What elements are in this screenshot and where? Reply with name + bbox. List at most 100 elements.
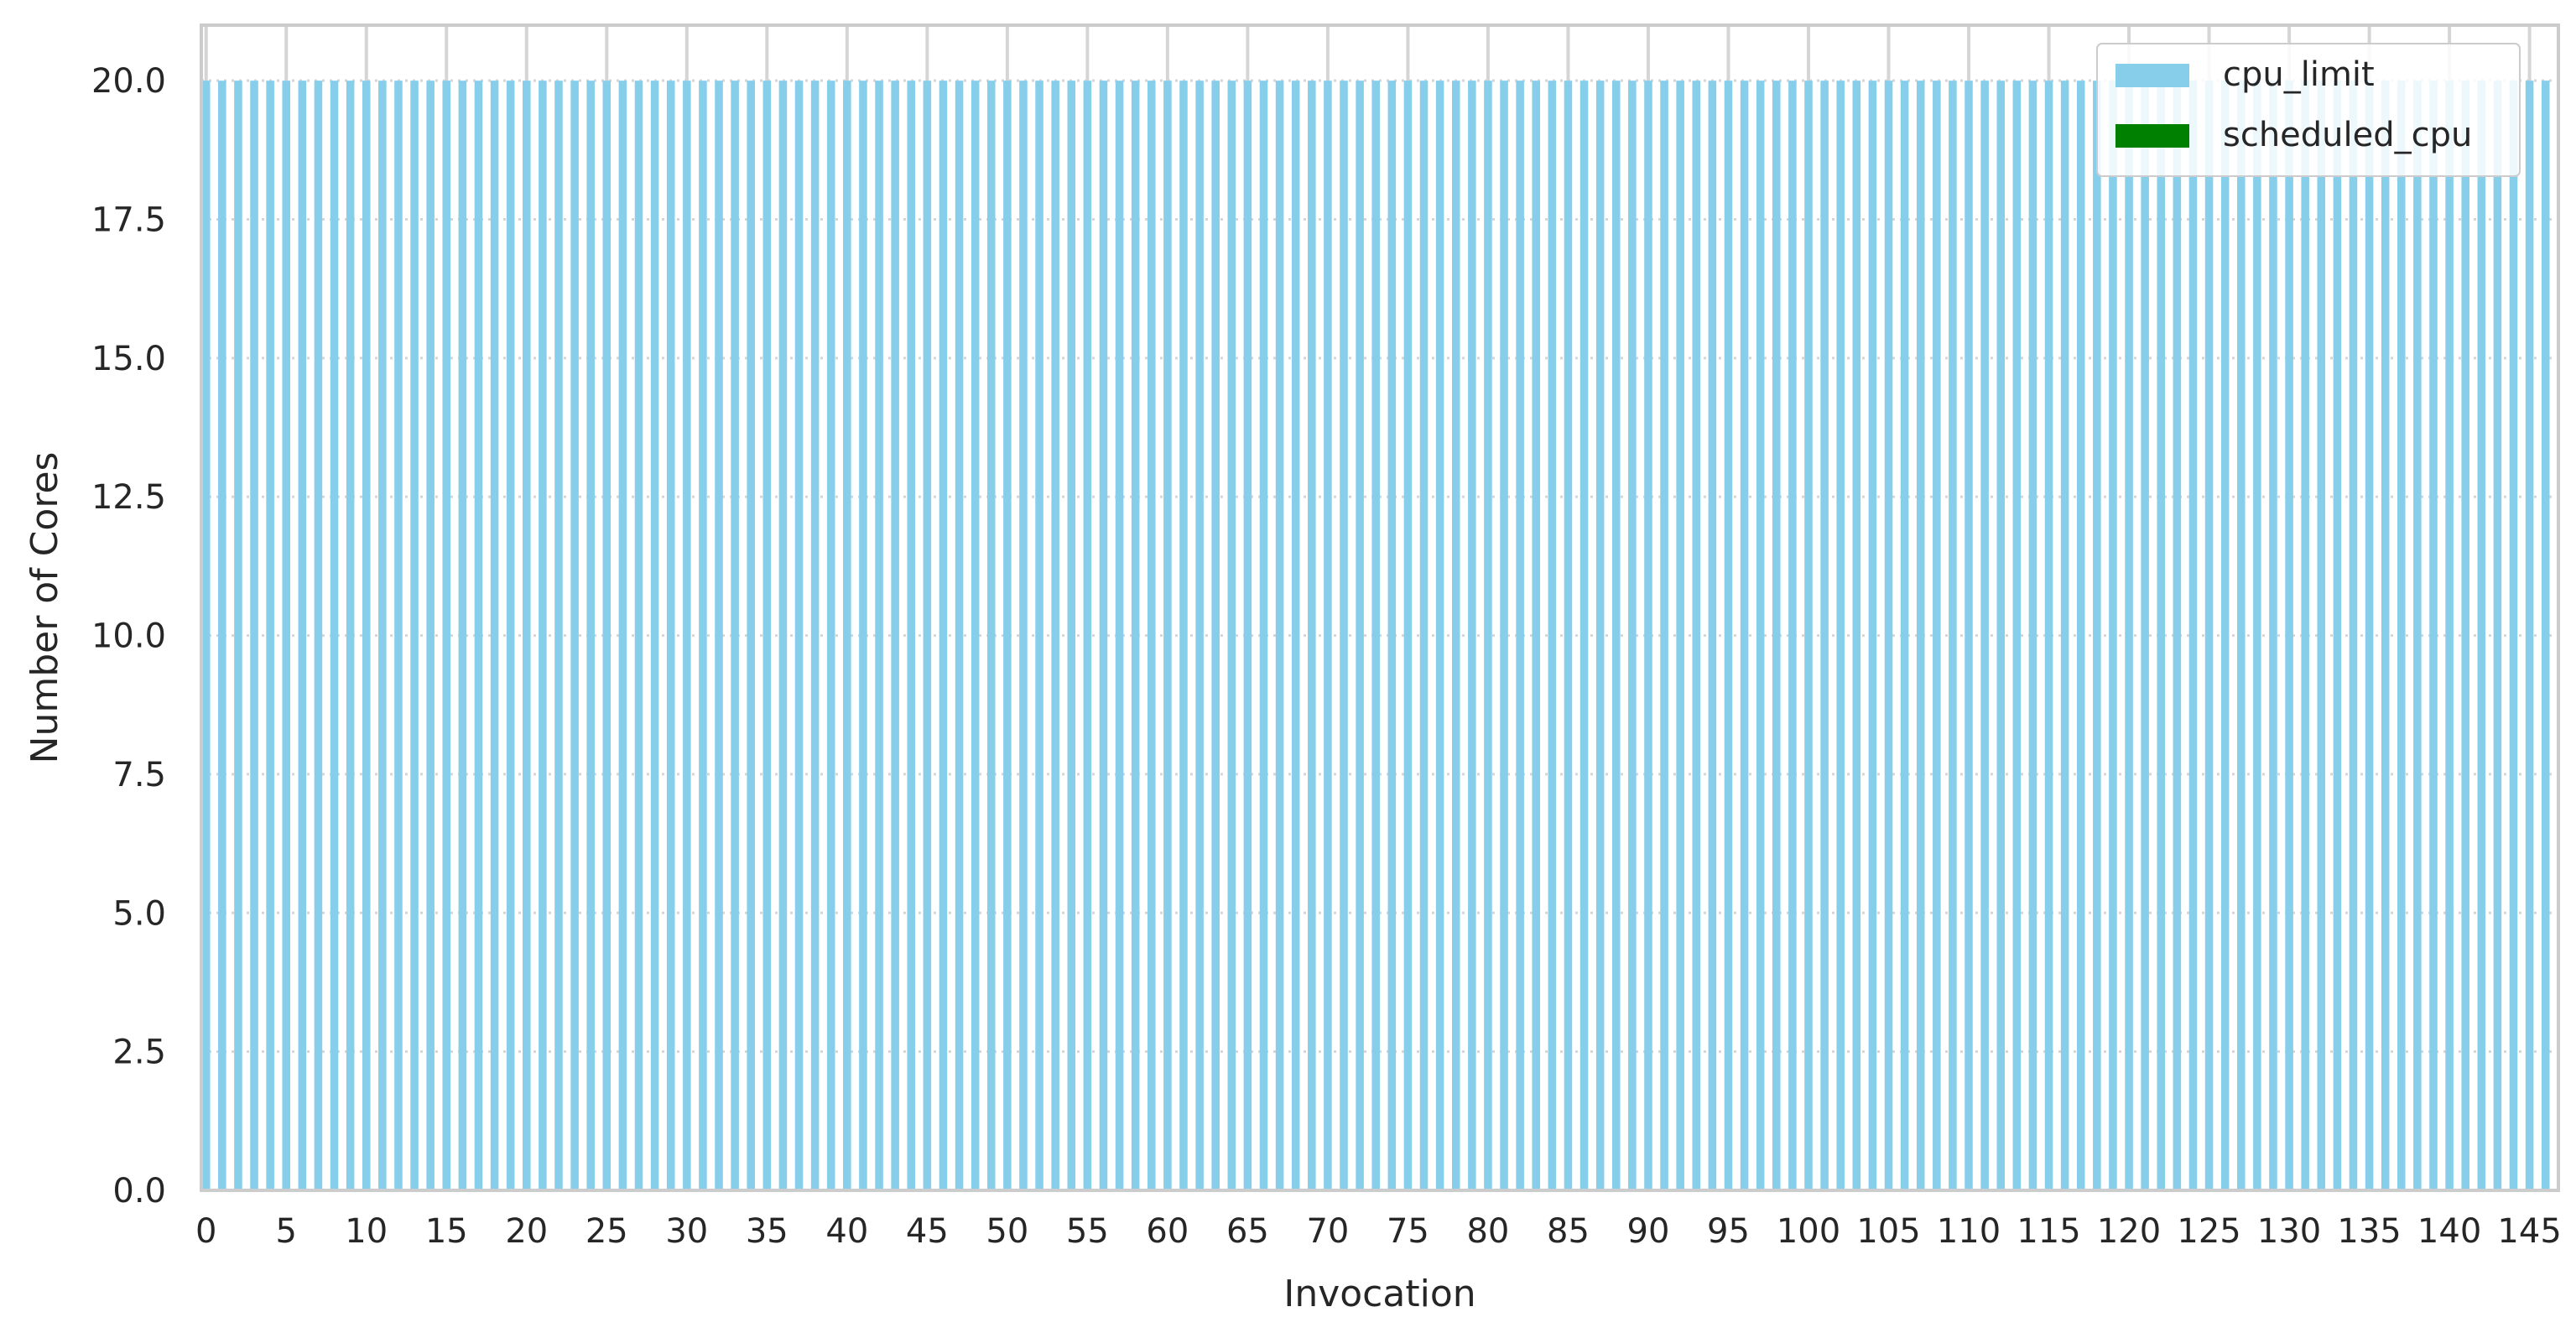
legend-box — [2096, 43, 2521, 177]
x-tick-label: 85 — [1547, 1212, 1590, 1251]
bar-cpu-limit — [1259, 81, 1268, 1191]
bar-cpu-limit — [586, 81, 595, 1191]
bar-cpu-limit — [410, 81, 419, 1191]
bar-cpu-limit — [1275, 81, 1284, 1191]
bar-cpu-limit — [1708, 81, 1717, 1191]
bar-cpu-limit — [1051, 81, 1059, 1191]
bar-cpu-limit — [2076, 81, 2085, 1191]
bar-cpu-limit — [794, 81, 804, 1191]
bar-cpu-limit — [298, 81, 307, 1191]
bar-cpu-limit — [1933, 81, 1941, 1191]
bar-cpu-limit — [442, 81, 451, 1191]
bar-cpu-limit — [1660, 81, 1668, 1191]
x-tick-label: 5 — [276, 1212, 297, 1251]
bar-cpu-limit — [1788, 81, 1797, 1191]
bar-cpu-limit — [378, 81, 387, 1191]
bar-cpu-limit — [955, 81, 964, 1191]
bar-cpu-limit — [201, 81, 211, 1191]
bar-cpu-limit — [1435, 81, 1444, 1191]
bar-cpu-limit — [1099, 81, 1108, 1191]
bar-cpu-limit — [1067, 81, 1076, 1191]
x-tick-label: 100 — [1777, 1212, 1840, 1251]
bar-cpu-limit — [1949, 81, 1957, 1191]
bar-cpu-limit — [1996, 81, 2006, 1191]
x-tick-label: 30 — [665, 1212, 708, 1251]
x-tick-label: 10 — [345, 1212, 388, 1251]
bar-cpu-limit — [2317, 81, 2326, 1191]
bar-cpu-limit — [1195, 81, 1204, 1191]
x-tick-label: 120 — [2097, 1212, 2161, 1251]
bar-cpu-limit — [1308, 81, 1316, 1191]
bar-cpu-limit — [1468, 81, 1476, 1191]
bar-cpu-limit — [650, 81, 659, 1191]
bar-cpu-limit — [843, 81, 851, 1191]
y-tick-label: 12.5 — [91, 478, 166, 517]
bar-cpu-limit — [1628, 81, 1637, 1191]
bar-cpu-limit — [1852, 81, 1861, 1191]
bar-cpu-limit — [2461, 81, 2469, 1191]
bar-cpu-limit — [891, 81, 899, 1191]
bar-cpu-limit — [266, 81, 274, 1191]
bar-cpu-limit — [2541, 81, 2550, 1191]
bar-cpu-limit — [1291, 81, 1300, 1191]
x-tick-label: 25 — [585, 1212, 628, 1251]
x-tick-label: 60 — [1146, 1212, 1189, 1251]
bar-cpu-limit — [1179, 81, 1188, 1191]
bar-cpu-limit — [1227, 81, 1236, 1191]
bar-cpu-limit — [2477, 81, 2486, 1191]
y-tick-label: 17.5 — [91, 201, 166, 240]
x-tick-label: 95 — [1707, 1212, 1750, 1251]
bar-cpu-limit — [939, 81, 948, 1191]
legend-label-scheduled-cpu: scheduled_cpu — [2223, 116, 2472, 154]
bar-cpu-limit — [362, 81, 371, 1191]
bar-cpu-limit — [1035, 81, 1043, 1191]
bar-cpu-limit — [1868, 81, 1877, 1191]
legend-swatch-cpu-limit — [2115, 64, 2189, 87]
y-tick-label: 5.0 — [112, 894, 166, 933]
bar-cpu-limit — [1243, 81, 1252, 1191]
x-tick-label: 65 — [1226, 1212, 1269, 1251]
bar-cpu-limit — [346, 81, 355, 1191]
x-tick-labels: 0 5 10 15 20 25 30 35 40 45 50 55 60 65 70 75 80 85 90 95 10… — [195, 1212, 2562, 1251]
bar-cpu-limit — [859, 81, 867, 1191]
bar-cpu-limit — [1324, 81, 1332, 1191]
bar-cpu-limit — [474, 81, 483, 1191]
bar-cpu-limit — [875, 81, 883, 1191]
bar-cpu-limit — [2493, 81, 2502, 1191]
bar-cpu-limit — [1019, 81, 1028, 1191]
bar-cpu-limit — [1644, 81, 1652, 1191]
y-tick-label: 2.5 — [112, 1033, 166, 1072]
bar-cpu-limit — [1516, 81, 1524, 1191]
bar-cpu-limit — [539, 81, 547, 1191]
y-tick-label: 20.0 — [91, 62, 166, 101]
bar-cpu-limit — [2188, 81, 2198, 1191]
y-tick-label: 15.0 — [91, 340, 166, 378]
bar-cpu-limit — [2253, 81, 2261, 1191]
bar-cpu-limit — [426, 81, 435, 1191]
bar-cpu-limit — [1340, 81, 1348, 1191]
bar-cpu-limit — [1403, 81, 1413, 1191]
bar-cpu-limit — [2012, 81, 2022, 1191]
x-tick-label: 115 — [2017, 1212, 2080, 1251]
bar-cpu-limit — [506, 81, 515, 1191]
bar-cpu-limit — [1003, 81, 1012, 1191]
bar-cpu-limit — [1916, 81, 1925, 1191]
x-tick-label: 145 — [2497, 1212, 2561, 1251]
bar-cpu-limit — [1676, 81, 1684, 1191]
bar-cpu-limit — [634, 81, 643, 1191]
bar-cpu-limit — [2509, 81, 2518, 1191]
bar-cpu-limit — [1083, 81, 1092, 1191]
x-tick-label: 70 — [1306, 1212, 1349, 1251]
bar-cpu-limit — [699, 81, 707, 1191]
bar-cpu-limit — [2173, 81, 2182, 1191]
bar-cpu-limit — [2365, 81, 2374, 1191]
bar-cpu-limit — [618, 81, 627, 1191]
bar-cpu-limit — [2125, 81, 2133, 1191]
bar-cpu-limit — [2349, 81, 2358, 1191]
bar-cpu-limit — [2429, 81, 2438, 1191]
bar-cpu-limit — [1820, 81, 1829, 1191]
bar-group — [201, 81, 2550, 1191]
bar-cpu-limit — [218, 81, 226, 1191]
bar-cpu-limit — [570, 81, 579, 1191]
bar-cpu-limit — [1740, 81, 1749, 1191]
